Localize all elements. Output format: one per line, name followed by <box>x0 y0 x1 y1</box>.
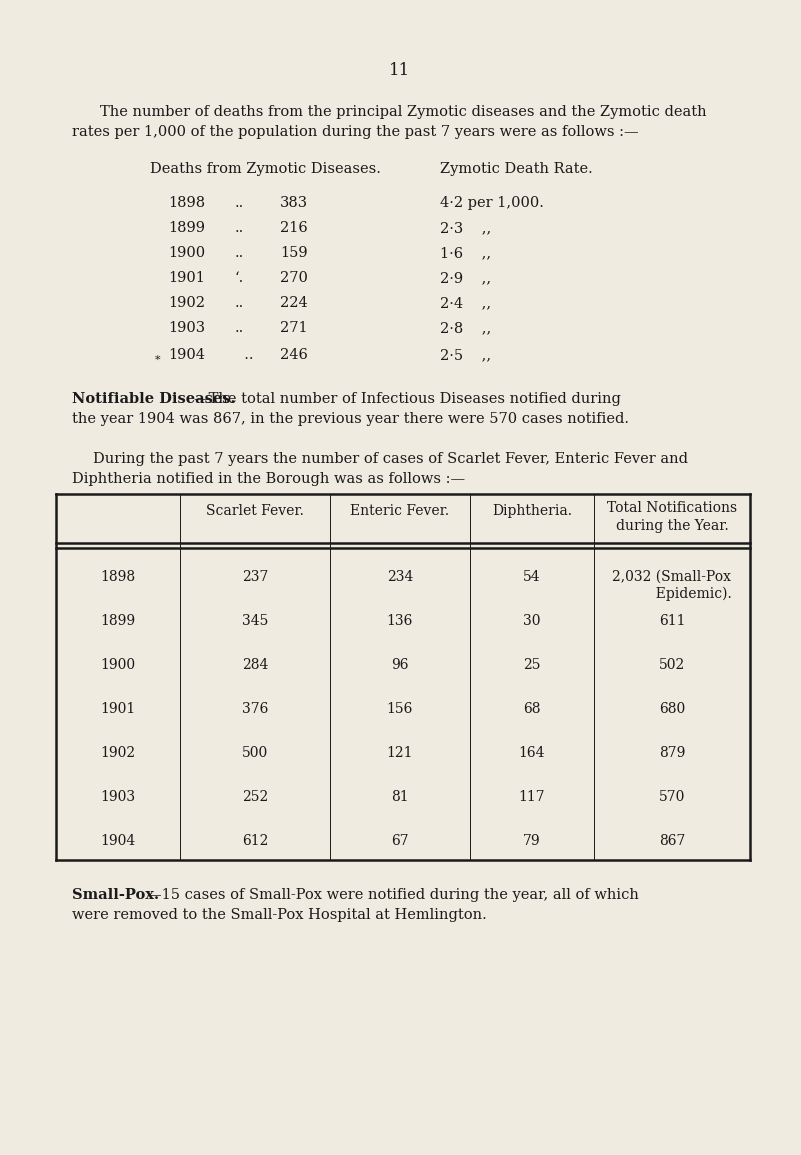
Text: 284: 284 <box>242 658 268 672</box>
Text: 271: 271 <box>280 321 308 335</box>
Text: Diphtheria.: Diphtheria. <box>492 504 572 517</box>
Text: Deaths from Zymotic Diseases.: Deaths from Zymotic Diseases. <box>150 162 380 176</box>
Text: 502: 502 <box>659 658 685 672</box>
Text: 234: 234 <box>387 571 413 584</box>
Text: ..: .. <box>235 221 244 234</box>
Text: 1904: 1904 <box>100 834 135 848</box>
Text: 879: 879 <box>658 746 685 760</box>
Text: 54: 54 <box>523 571 541 584</box>
Text: ..: .. <box>235 348 253 362</box>
Text: 216: 216 <box>280 221 308 234</box>
Text: Zymotic Death Rate.: Zymotic Death Rate. <box>440 162 593 176</box>
Text: during the Year.: during the Year. <box>616 519 728 532</box>
Text: 2·5    ,,: 2·5 ,, <box>440 348 491 362</box>
Text: 164: 164 <box>519 746 545 760</box>
Text: 2·4    ,,: 2·4 ,, <box>440 296 491 310</box>
Text: 1899: 1899 <box>100 614 135 628</box>
Text: Diphtheria notified in the Borough was as follows :—: Diphtheria notified in the Borough was a… <box>72 472 465 486</box>
Text: 1899: 1899 <box>168 221 205 234</box>
Text: —15 cases of Small-Pox were notified during the year, all of which: —15 cases of Small-Pox were notified dur… <box>147 888 639 902</box>
Text: ..: .. <box>235 296 244 310</box>
Text: 1898: 1898 <box>168 196 205 210</box>
Text: 570: 570 <box>658 790 685 804</box>
Text: ..: .. <box>235 246 244 260</box>
Text: 1·6    ,,: 1·6 ,, <box>440 246 491 260</box>
Text: 156: 156 <box>387 702 413 716</box>
Text: ..: .. <box>235 321 244 335</box>
Text: 345: 345 <box>242 614 268 628</box>
Text: 246: 246 <box>280 348 308 362</box>
Text: 30: 30 <box>523 614 541 628</box>
Text: 81: 81 <box>391 790 409 804</box>
Text: 1902: 1902 <box>168 296 205 310</box>
Text: 79: 79 <box>523 834 541 848</box>
Text: *: * <box>155 355 161 365</box>
Text: 1903: 1903 <box>168 321 205 335</box>
Text: 67: 67 <box>391 834 409 848</box>
Text: Notifiable Diseases.: Notifiable Diseases. <box>72 392 235 407</box>
Text: 376: 376 <box>242 702 268 716</box>
Text: 252: 252 <box>242 790 268 804</box>
Text: rates per 1,000 of the population during the past 7 years were as follows :—: rates per 1,000 of the population during… <box>72 125 638 139</box>
Text: 224: 224 <box>280 296 308 310</box>
Text: 68: 68 <box>523 702 541 716</box>
Text: 383: 383 <box>280 196 308 210</box>
Text: the year 1904 was 867, in the previous year there were 570 cases notified.: the year 1904 was 867, in the previous y… <box>72 412 629 426</box>
Text: During the past 7 years the number of cases of Scarlet Fever, Enteric Fever and: During the past 7 years the number of ca… <box>93 452 688 465</box>
Text: 500: 500 <box>242 746 268 760</box>
Text: 121: 121 <box>387 746 413 760</box>
Text: —The total number of Infectious Diseases notified during: —The total number of Infectious Diseases… <box>194 392 621 407</box>
Text: ..: .. <box>235 196 244 210</box>
Text: Total Notifications: Total Notifications <box>607 501 737 515</box>
Text: 1900: 1900 <box>168 246 205 260</box>
Text: 1902: 1902 <box>100 746 135 760</box>
Text: 2,032 (Small-Pox: 2,032 (Small-Pox <box>613 571 731 584</box>
Text: 136: 136 <box>387 614 413 628</box>
Text: 1901: 1901 <box>168 271 205 285</box>
Text: 680: 680 <box>659 702 685 716</box>
Text: Epidemic).: Epidemic). <box>612 587 732 602</box>
Text: 96: 96 <box>391 658 409 672</box>
Text: 159: 159 <box>280 246 308 260</box>
Text: Small-Pox.: Small-Pox. <box>72 888 159 902</box>
Text: 11: 11 <box>389 62 411 79</box>
Text: 1901: 1901 <box>100 702 135 716</box>
Text: 1903: 1903 <box>100 790 135 804</box>
Text: 117: 117 <box>519 790 545 804</box>
Text: The number of deaths from the principal Zymotic diseases and the Zymotic death: The number of deaths from the principal … <box>100 105 706 119</box>
Text: 4·2 per 1,000.: 4·2 per 1,000. <box>440 196 544 210</box>
Text: 867: 867 <box>658 834 685 848</box>
Text: 270: 270 <box>280 271 308 285</box>
Text: 611: 611 <box>658 614 685 628</box>
Text: Scarlet Fever.: Scarlet Fever. <box>206 504 304 517</box>
Text: 1904: 1904 <box>168 348 205 362</box>
Text: 25: 25 <box>523 658 541 672</box>
Text: Enteric Fever.: Enteric Fever. <box>351 504 449 517</box>
Text: 612: 612 <box>242 834 268 848</box>
Text: were removed to the Small-Pox Hospital at Hemlington.: were removed to the Small-Pox Hospital a… <box>72 908 487 922</box>
Text: 2·8    ,,: 2·8 ,, <box>440 321 491 335</box>
Text: 1900: 1900 <box>100 658 135 672</box>
Text: 2·3    ,,: 2·3 ,, <box>440 221 491 234</box>
Text: 2·9    ,,: 2·9 ,, <box>440 271 491 285</box>
Text: 237: 237 <box>242 571 268 584</box>
Text: ‘.: ‘. <box>235 271 244 285</box>
Text: 1898: 1898 <box>100 571 135 584</box>
